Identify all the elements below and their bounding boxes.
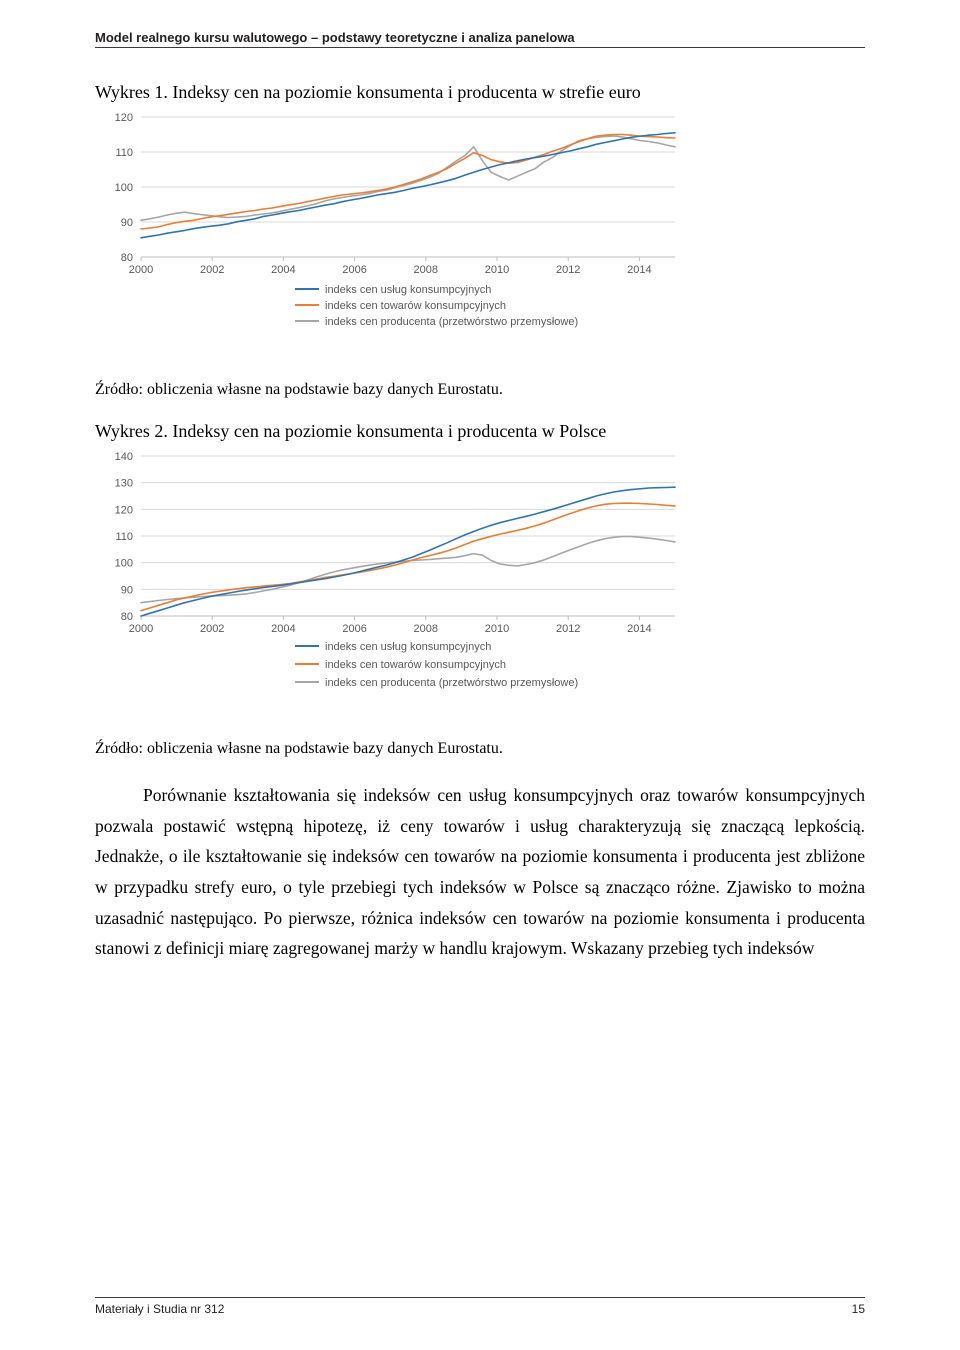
page: Model realnego kursu walutowego – podsta…	[0, 0, 960, 1350]
svg-text:110: 110	[115, 147, 133, 159]
chart1-source: Źródło: obliczenia własne na podstawie b…	[95, 381, 865, 399]
svg-text:2008: 2008	[414, 623, 438, 635]
svg-text:90: 90	[121, 584, 133, 596]
svg-text:2002: 2002	[200, 264, 224, 276]
svg-text:140: 140	[115, 451, 133, 463]
svg-text:indeks cen usług konsumpcyjnyc: indeks cen usług konsumpcyjnych	[325, 641, 491, 653]
footer-page: 15	[852, 1302, 865, 1316]
chart2-source: Źródło: obliczenia własne na podstawie b…	[95, 740, 865, 758]
svg-text:2010: 2010	[485, 623, 509, 635]
svg-text:2000: 2000	[129, 264, 153, 276]
svg-text:120: 120	[115, 112, 133, 124]
svg-text:indeks cen towarów konsumpcyjn: indeks cen towarów konsumpcyjnych	[325, 659, 506, 671]
svg-text:90: 90	[121, 217, 133, 229]
svg-text:2000: 2000	[129, 623, 153, 635]
svg-text:indeks cen producenta (przetwó: indeks cen producenta (przetwórstwo prze…	[325, 677, 578, 689]
svg-text:indeks cen usług konsumpcyjnyc: indeks cen usług konsumpcyjnych	[325, 284, 491, 296]
body-paragraph: Porównanie kształtowania się indeksów ce…	[95, 780, 865, 964]
svg-text:2002: 2002	[200, 623, 224, 635]
chart2-svg: 80 90 100 110 120 130 140 2000 2002 2004 2006 2008 2…	[95, 446, 685, 726]
svg-text:2008: 2008	[414, 264, 438, 276]
footer-left: Materiały i Studia nr 312	[95, 1302, 224, 1316]
svg-text:80: 80	[121, 252, 133, 264]
footer-rule	[95, 1297, 865, 1298]
svg-text:indeks cen producenta (przetwó: indeks cen producenta (przetwórstwo prze…	[325, 316, 578, 328]
svg-text:2014: 2014	[627, 264, 651, 276]
svg-text:2004: 2004	[271, 264, 295, 276]
page-footer: Materiały i Studia nr 312 15	[95, 1291, 865, 1316]
svg-text:130: 130	[115, 478, 133, 490]
svg-text:100: 100	[115, 182, 133, 194]
running-header: Model realnego kursu walutowego – podsta…	[95, 30, 865, 45]
svg-text:2012: 2012	[556, 623, 580, 635]
chart2-container: 80 90 100 110 120 130 140 2000 2002 2004 2006 2008 2…	[95, 446, 865, 726]
svg-text:80: 80	[121, 611, 133, 623]
svg-text:120: 120	[115, 504, 133, 516]
chart1-caption: Wykres 1. Indeksy cen na poziomie konsum…	[95, 82, 865, 103]
chart1-container: 80 90 100 110 120 2000 2002 2004 2006 2008 2010 201…	[95, 107, 865, 367]
svg-text:2012: 2012	[556, 264, 580, 276]
svg-text:2010: 2010	[485, 264, 509, 276]
header-rule	[95, 47, 865, 48]
svg-text:110: 110	[115, 531, 133, 543]
svg-text:2004: 2004	[271, 623, 295, 635]
svg-text:indeks cen towarów konsumpcyjn: indeks cen towarów konsumpcyjnych	[325, 300, 506, 312]
chart2-caption: Wykres 2. Indeksy cen na poziomie konsum…	[95, 421, 865, 442]
svg-text:2014: 2014	[627, 623, 651, 635]
svg-text:100: 100	[115, 558, 133, 570]
svg-text:2006: 2006	[342, 623, 366, 635]
chart1-svg: 80 90 100 110 120 2000 2002 2004 2006 2008 2010 201…	[95, 107, 685, 367]
svg-text:2006: 2006	[342, 264, 366, 276]
